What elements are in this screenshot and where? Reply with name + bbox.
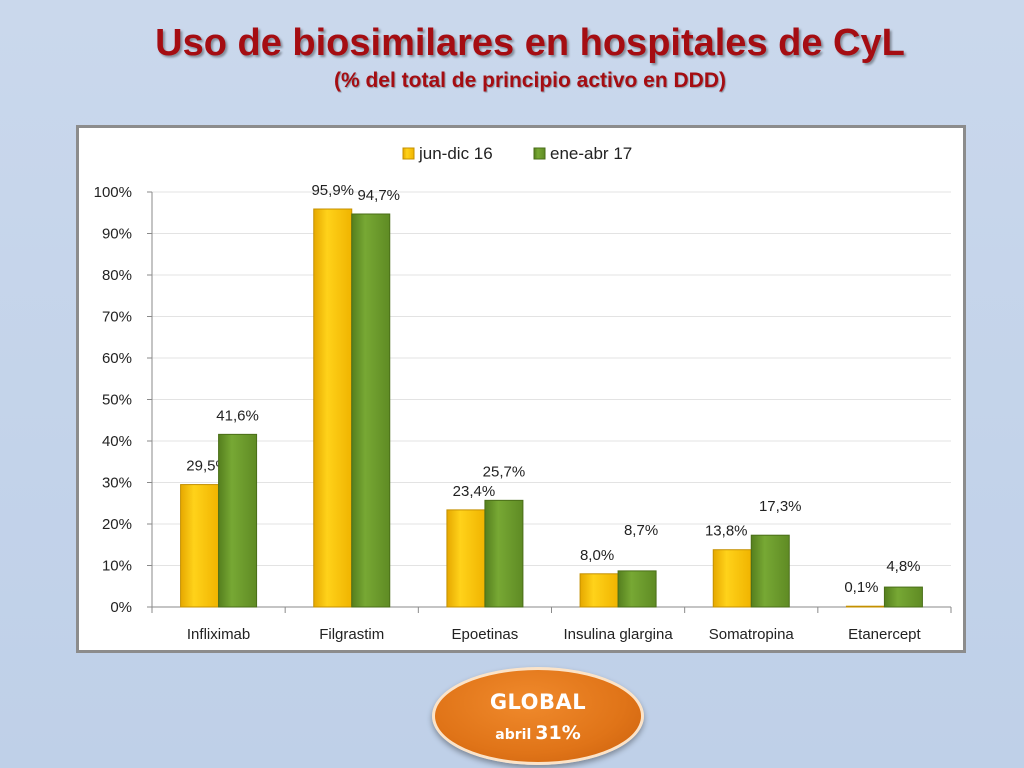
- data-label: 17,3%: [759, 498, 802, 515]
- bar-jun-dic-16: [712, 549, 752, 608]
- global-label: GLOBAL: [489, 690, 587, 714]
- x-tick-label: Epoetinas: [452, 626, 519, 643]
- y-tick-label: 0%: [110, 599, 132, 616]
- x-tick-label: Etanercept: [848, 626, 921, 643]
- global-badge: GLOBAL abril 31%: [432, 667, 644, 765]
- global-period: abril: [495, 727, 532, 743]
- data-label: 23,4%: [453, 483, 496, 500]
- y-tick-label: 80%: [102, 267, 132, 284]
- y-tick-label: 60%: [102, 350, 132, 367]
- legend-swatch: [402, 147, 415, 160]
- chart-area: 0% 10% 20% 30% 40% 50% 60% 70% 80% 90% 100% Inflixi…: [76, 125, 966, 653]
- bar-ene-abr-17: [351, 213, 391, 608]
- legend-swatch: [533, 147, 546, 160]
- data-label: 8,0%: [580, 547, 614, 564]
- bar-jun-dic-16: [446, 509, 486, 608]
- x-tick-label: Filgrastim: [319, 626, 384, 643]
- x-tick-label: Somatropina: [709, 626, 795, 643]
- y-tick-label: 30%: [102, 475, 132, 492]
- data-label: 94,7%: [357, 187, 400, 204]
- bar-ene-abr-17: [218, 433, 258, 608]
- y-tick-label: 10%: [102, 558, 132, 575]
- x-tick-label: Insulina glargina: [563, 626, 673, 643]
- bar-jun-dic-16: [845, 605, 885, 608]
- global-value: 31%: [535, 722, 581, 744]
- bar-ene-abr-17: [617, 570, 657, 608]
- y-tick-label: 100%: [94, 184, 132, 201]
- data-label: 95,9%: [311, 182, 354, 199]
- bar-chart: 0% 10% 20% 30% 40% 50% 60% 70% 80% 90% 100% Inflixi…: [94, 144, 952, 643]
- legend-label: jun-dic 16: [418, 144, 493, 163]
- data-label: 41,6%: [216, 407, 259, 424]
- data-label: 0,1%: [844, 579, 878, 596]
- data-label: 8,7%: [624, 522, 658, 539]
- bar-ene-abr-17: [750, 534, 790, 608]
- bar-jun-dic-16: [579, 573, 619, 608]
- bar-jun-dic-16: [313, 208, 353, 608]
- y-tick-label: 70%: [102, 309, 132, 326]
- y-tick-label: 40%: [102, 433, 132, 450]
- legend-label: ene-abr 17: [550, 144, 632, 163]
- y-tick-label: 50%: [102, 392, 132, 409]
- x-tick-label: Infliximab: [187, 626, 250, 643]
- bar-jun-dic-16: [180, 484, 220, 608]
- bar-ene-abr-17: [484, 499, 524, 608]
- y-tick-label: 90%: [102, 226, 132, 243]
- data-label: 25,7%: [483, 463, 526, 480]
- data-label: 4,8%: [886, 558, 920, 575]
- slide-subtitle: (% del total de principio activo en DDD): [333, 69, 727, 92]
- data-label: 13,8%: [705, 523, 748, 540]
- bar-ene-abr-17: [883, 586, 923, 608]
- y-tick-label: 20%: [102, 516, 132, 533]
- slide-title: Uso de biosimilares en hospitales de CyL: [155, 22, 905, 64]
- global-summary: abril 31%: [435, 722, 641, 744]
